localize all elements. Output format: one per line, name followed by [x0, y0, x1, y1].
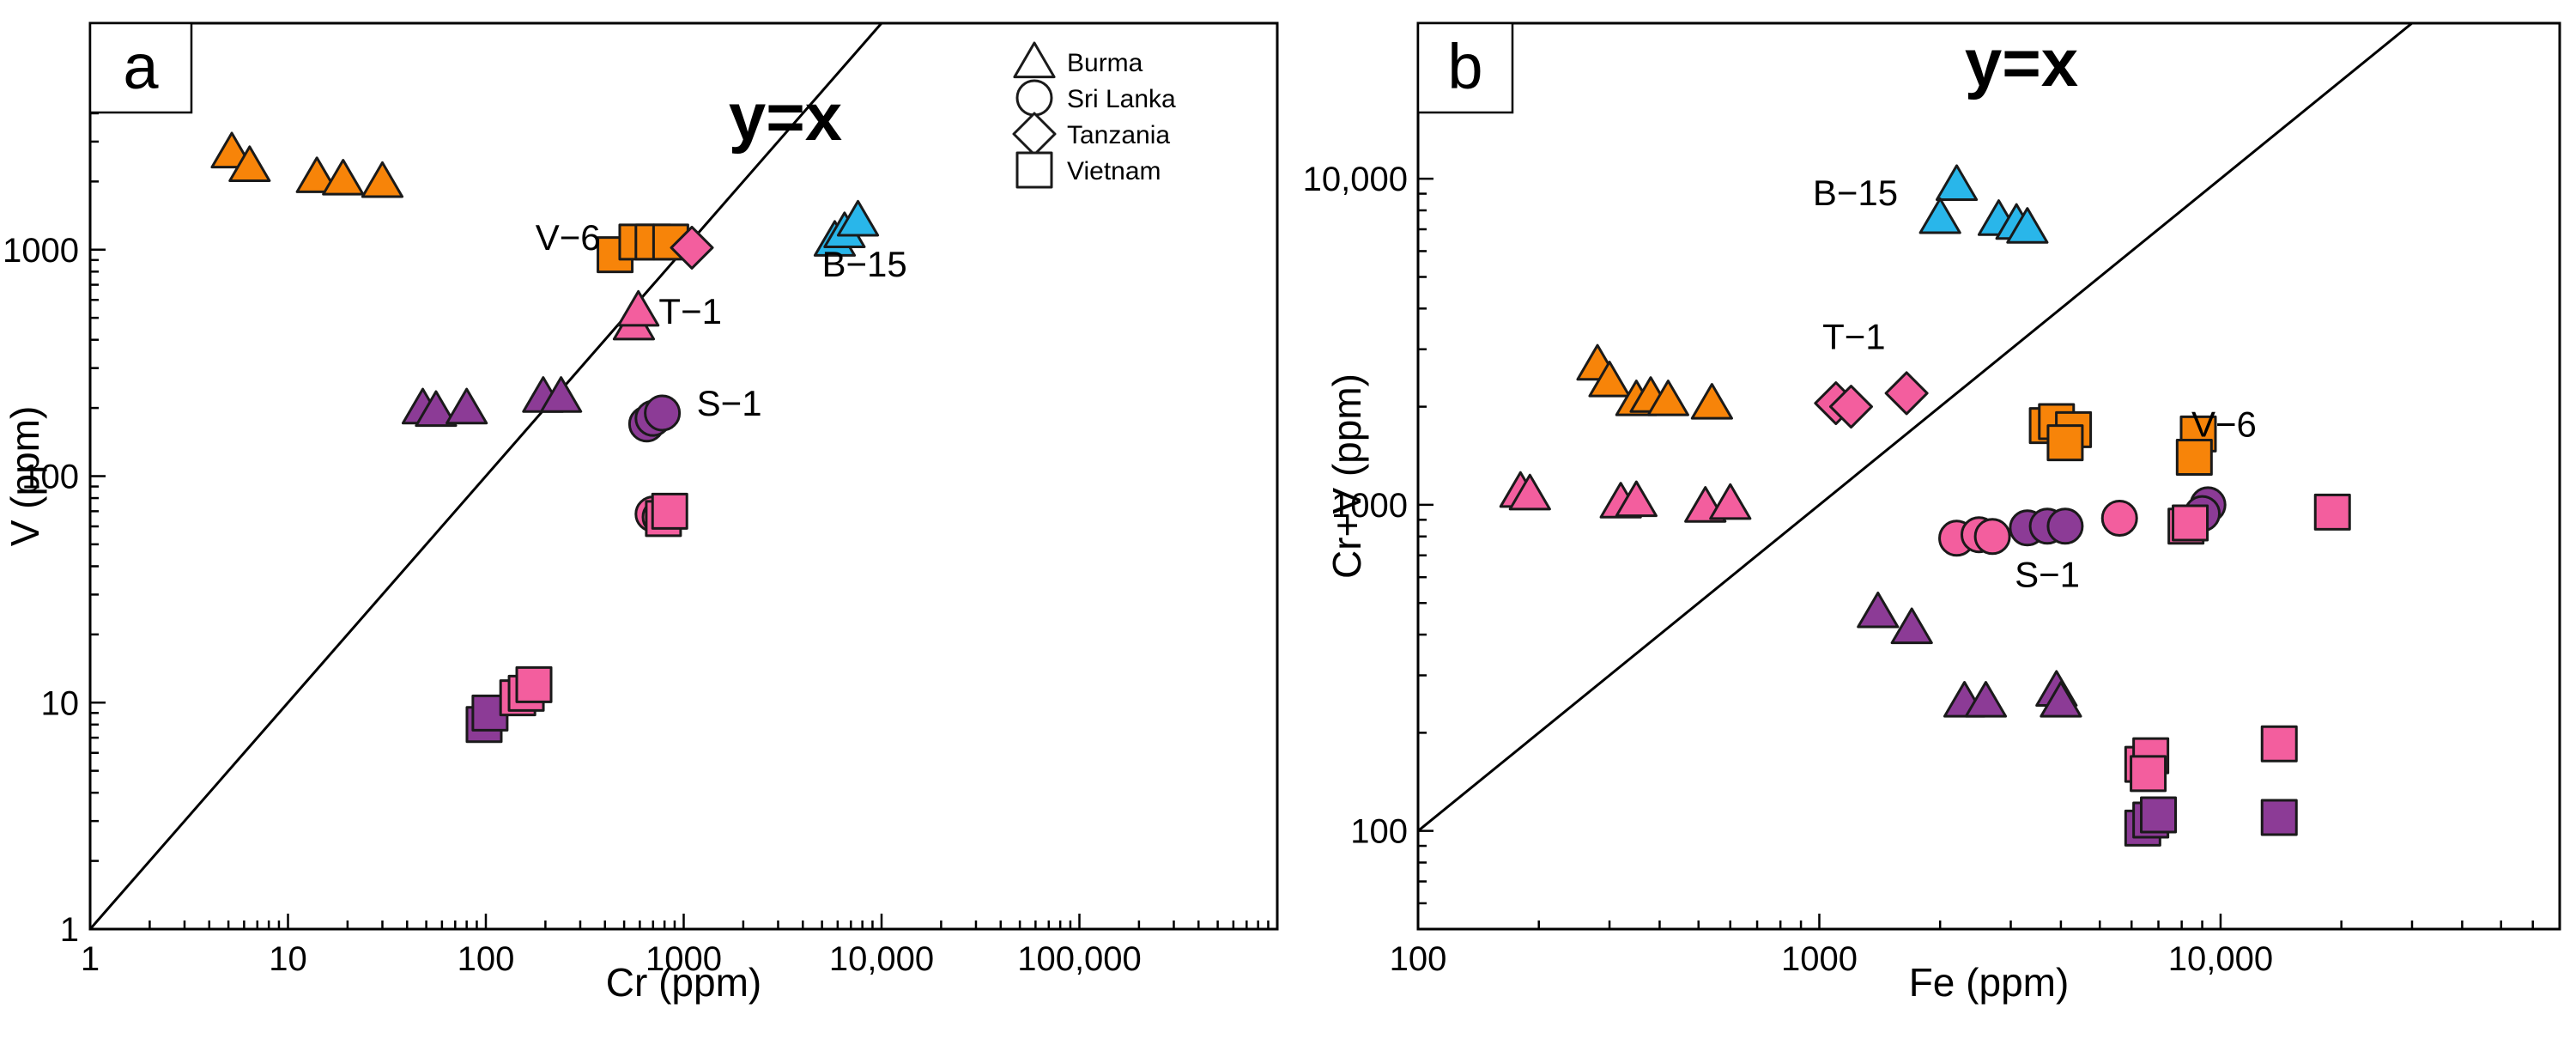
data-point [2100, 499, 2138, 537]
y-tick-label: 100 [1350, 813, 1408, 851]
data-point [1890, 607, 1933, 645]
data-point [2260, 799, 2298, 836]
data-point [540, 376, 583, 413]
plot-frame [1416, 21, 2561, 931]
ticks [88, 21, 1279, 931]
data-point [2140, 796, 2178, 834]
data-point [2313, 493, 2351, 531]
y-tick-label: 1000 [1331, 487, 1408, 525]
data-points [210, 131, 880, 744]
y-tick-label: 1000 [3, 232, 79, 270]
data-point [617, 289, 660, 327]
sample-label: V−6 [536, 217, 601, 258]
data-point [2172, 504, 2209, 542]
panel-letter-box [1416, 21, 1514, 114]
data-point [1964, 681, 2008, 718]
y-tick-label: 10,000 [1303, 161, 1408, 198]
data-point [1935, 164, 1979, 202]
sample-label: S−1 [697, 383, 762, 423]
x-axis-label: Cr (ppm) [606, 960, 761, 1005]
panel-letter-box [88, 21, 193, 114]
data-point [836, 199, 880, 237]
x-tick-label: 1 [81, 940, 100, 978]
x-tick-label: 1000 [646, 940, 722, 978]
x-tick-label: 10,000 [2168, 940, 2273, 978]
data-point [2046, 507, 2084, 545]
data-point [1884, 371, 1929, 416]
y-axis-label: Cr+V (ppm) [1324, 374, 1369, 579]
panel-letter: a [123, 31, 159, 102]
data-point [445, 387, 488, 425]
sample-label: S−1 [2015, 555, 2080, 595]
data-point [1857, 591, 1900, 629]
data-point [670, 225, 714, 270]
data-point [1828, 385, 1873, 429]
data-point [2040, 681, 2082, 718]
data-point [1646, 380, 1689, 416]
data-point [415, 390, 458, 428]
x-tick-label: 10,000 [829, 940, 934, 978]
data-point [361, 161, 404, 198]
x-tick-label: 100 [1390, 940, 1447, 978]
data-point [1709, 483, 1752, 520]
data-point [2006, 207, 2049, 244]
legend-label: Burma [1067, 49, 1143, 77]
x-tick-label: 1000 [1781, 940, 1858, 978]
legend: Burma Sri Lanka Tanzania Vietnam [1012, 41, 1176, 189]
sample-label: B−15 [822, 244, 907, 284]
data-point [2175, 438, 2213, 476]
data-point [1973, 518, 2011, 556]
chart-panel-b: 100 1000 10,000 100 1000 10,000 Fe (ppm) Cr+V (… [1303, 21, 2561, 1005]
data-point [1615, 480, 1658, 518]
data-point [2046, 424, 2084, 462]
legend-marker-circle [1015, 79, 1053, 117]
ticks [1416, 21, 2561, 931]
reference-line [90, 23, 883, 929]
sample-label: T−1 [1822, 317, 1886, 357]
legend-label: Tanzania [1067, 121, 1170, 149]
y-tick-label: 1 [60, 911, 79, 949]
data-point [228, 145, 271, 182]
x-tick-label: 100,000 [1017, 940, 1142, 978]
x-tick-label: 10 [269, 940, 307, 978]
y-tick-label: 10 [41, 684, 80, 722]
data-point [295, 156, 338, 193]
y-tick-label: 100 [21, 459, 79, 496]
data-points [1499, 164, 2351, 847]
data-point [2130, 755, 2167, 793]
x-tick-label: 100 [458, 940, 515, 978]
data-point [1690, 383, 1733, 420]
y-axis-label: V (ppm) [3, 406, 47, 547]
data-point [651, 492, 688, 530]
plot-frame [88, 21, 1279, 931]
data-point [515, 665, 553, 703]
legend-label: Vietnam [1067, 157, 1161, 185]
data-point [322, 159, 365, 196]
sample-label: V−6 [2191, 404, 2257, 444]
data-point [644, 394, 682, 432]
legend-marker-diamond [1012, 112, 1057, 156]
data-point [2260, 725, 2298, 763]
legend-marker-square [1015, 151, 1053, 189]
sample-label: B−15 [1813, 173, 1898, 213]
data-point [1588, 361, 1631, 398]
sample-label: T−1 [658, 291, 722, 331]
data-point [1918, 197, 1961, 234]
reference-line-label: y=x [1965, 25, 2078, 100]
x-axis-label: Fe (ppm) [1909, 960, 2070, 1005]
panel-letter: b [1447, 31, 1482, 102]
reference-line [1418, 23, 2413, 832]
legend-label: Sri Lanka [1067, 85, 1176, 113]
reference-line-label: y=x [729, 79, 842, 155]
legend-marker-triangle [1013, 41, 1056, 79]
data-point [1508, 473, 1551, 511]
